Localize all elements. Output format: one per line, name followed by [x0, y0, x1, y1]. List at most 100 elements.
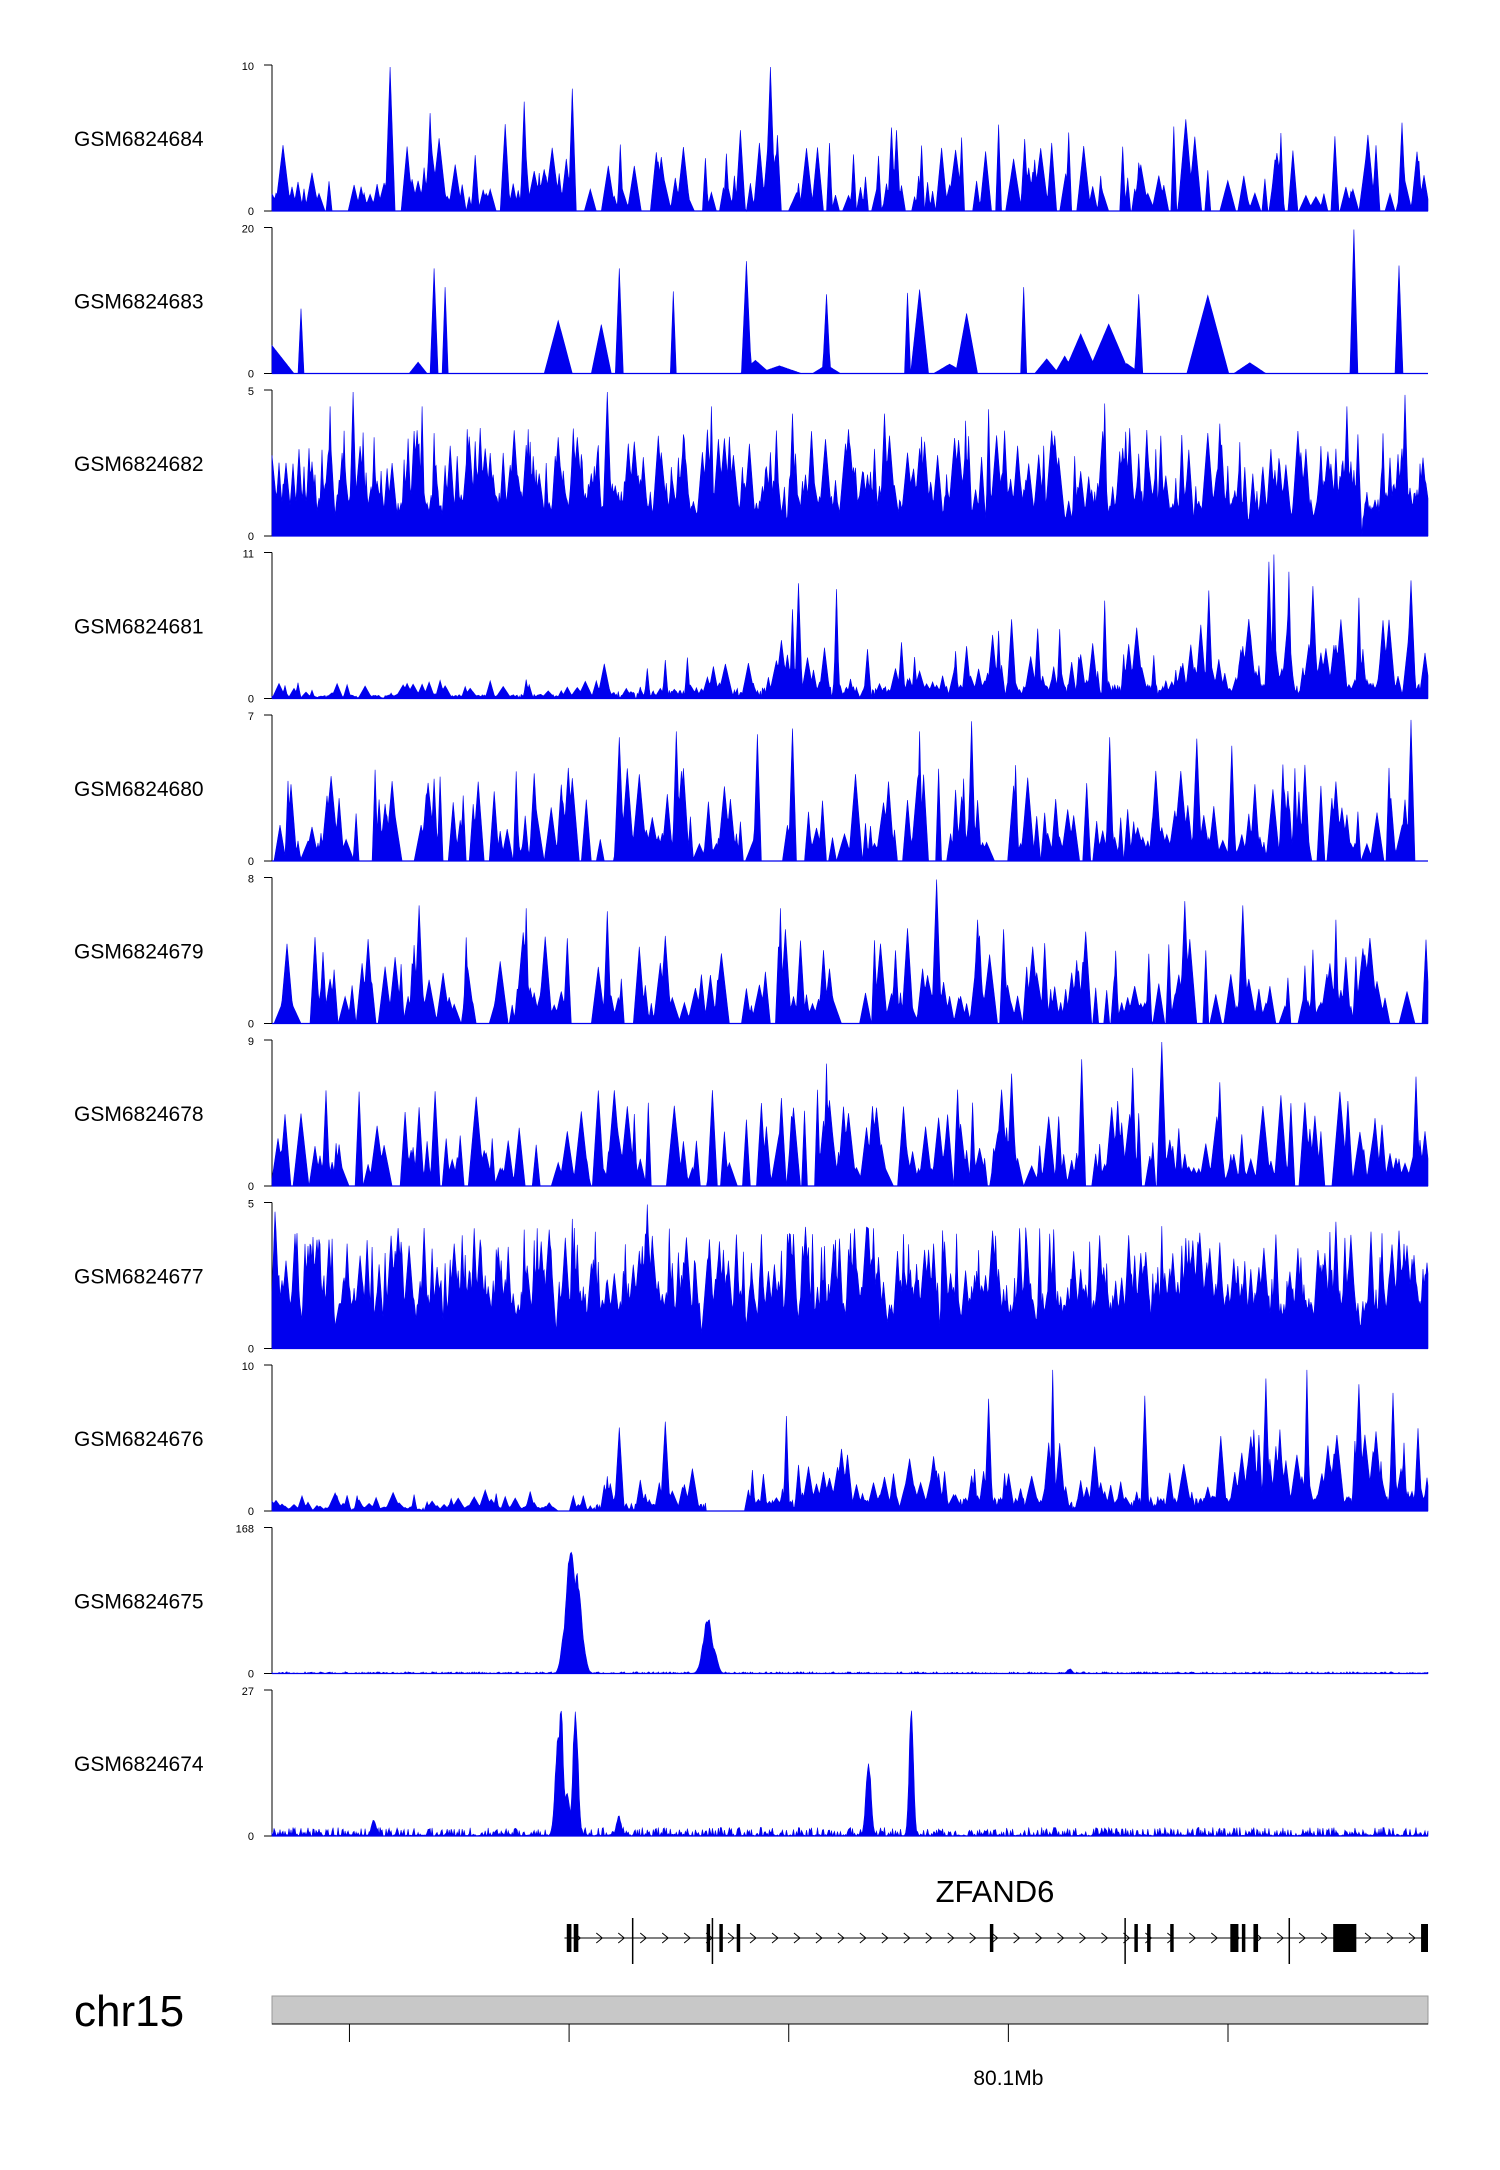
y-axis-zero-label: 0: [248, 694, 254, 706]
genome-axis: chr15 80.1Mb: [74, 1987, 1429, 2090]
y-axis-zero-label: 0: [248, 206, 254, 218]
signal-area: [272, 719, 1428, 862]
signal-area: [271, 391, 1429, 537]
y-axis-max-label: 9: [248, 1036, 254, 1048]
track-GSM6824676: GSM6824676 10 0: [74, 1361, 1429, 1518]
strand-arrow: [815, 1932, 823, 1944]
strand-arrow: [1013, 1932, 1021, 1944]
gene-exon: [1230, 1924, 1239, 1952]
gene-exon: [1333, 1924, 1357, 1952]
chromosome-ideogram-bar: [271, 1995, 1429, 2025]
track-label: GSM6824684: [74, 128, 204, 151]
strand-arrow: [991, 1932, 999, 1944]
strand-arrow: [661, 1932, 669, 1944]
y-axis-zero-label: 0: [248, 531, 254, 543]
y-axis-max-label: 8: [248, 874, 254, 886]
genome-axis-tick-label: 80.1Mb: [973, 2067, 1043, 2090]
signal-area: [271, 229, 1428, 374]
track-label: GSM6824676: [74, 1428, 204, 1451]
signal-area: [271, 554, 1429, 700]
strand-arrow: [639, 1932, 648, 1944]
track-GSM6824683: GSM6824683 20 0: [74, 224, 1428, 381]
gene-exon: [1134, 1924, 1138, 1952]
signal-area: [271, 1710, 1429, 1838]
gene-exon: [736, 1924, 741, 1952]
y-axis-zero-label: 0: [248, 1831, 254, 1843]
signal-area: [271, 1041, 1429, 1187]
y-axis-zero-label: 0: [248, 369, 254, 381]
gene-exon: [1421, 1924, 1428, 1952]
signal-area: [271, 66, 1429, 213]
strand-arrow: [1210, 1932, 1219, 1944]
track-label: GSM6824680: [74, 778, 204, 801]
track-label: GSM6824682: [74, 453, 204, 476]
track-GSM6824682: GSM6824682 5 0: [74, 386, 1429, 543]
gene-exon: [1147, 1924, 1151, 1952]
strand-arrow: [683, 1932, 691, 1944]
track-label: GSM6824678: [74, 1103, 204, 1126]
y-axis-zero-label: 0: [248, 1181, 254, 1193]
track-GSM6824679: GSM6824679 8 0: [74, 874, 1429, 1031]
track-label: GSM6824677: [74, 1266, 204, 1289]
strand-arrow: [1364, 1932, 1372, 1944]
gene-exon: [719, 1924, 723, 1952]
track-GSM6824674: GSM6824674 27 0: [74, 1686, 1429, 1843]
track-GSM6824684: GSM6824684 10 0: [74, 61, 1429, 218]
y-axis-max-label: 10: [242, 1361, 254, 1373]
y-axis-zero-label: 0: [248, 1669, 254, 1681]
strand-arrow: [925, 1932, 933, 1944]
strand-arrow: [1408, 1932, 1416, 1944]
gene-model-ZFAND6: ZFAND6: [564, 1874, 1428, 1964]
strand-arrow: [595, 1932, 604, 1944]
signal-area: [271, 1369, 1429, 1512]
gene-exon: [706, 1924, 711, 1952]
strand-arrow: [1101, 1932, 1109, 1944]
strand-arrow: [1298, 1932, 1306, 1944]
track-GSM6824677: GSM6824677 5 0: [74, 1199, 1429, 1356]
strand-arrow: [969, 1932, 977, 1944]
y-axis-zero-label: 0: [248, 1506, 254, 1518]
gene-exon: [1241, 1924, 1246, 1952]
y-axis-max-label: 10: [242, 61, 254, 73]
strand-arrow: [1079, 1932, 1087, 1944]
y-axis-max-label: 20: [242, 224, 254, 236]
gene-exon: [989, 1924, 994, 1952]
gene-exon: [1170, 1924, 1174, 1952]
track-GSM6824681: GSM6824681 11 0: [74, 549, 1429, 706]
strand-arrow: [1035, 1932, 1043, 1944]
gene-label: ZFAND6: [936, 1874, 1055, 1909]
chromosome-label: chr15: [74, 1987, 184, 2036]
track-label: GSM6824674: [74, 1753, 204, 1776]
signal-area: [271, 1551, 1429, 1675]
strand-arrow: [947, 1932, 955, 1944]
track-GSM6824680: GSM6824680 7 0: [74, 711, 1428, 868]
track-label: GSM6824683: [74, 291, 204, 314]
y-axis-zero-label: 0: [248, 856, 254, 868]
strand-arrow: [859, 1932, 867, 1944]
strand-arrow: [1057, 1932, 1065, 1944]
gene-exon: [573, 1924, 579, 1952]
track-GSM6824675: GSM6824675 168 0: [74, 1524, 1429, 1681]
strand-arrow: [881, 1932, 889, 1944]
gene-exon: [1253, 1924, 1259, 1952]
strand-arrow: [903, 1932, 911, 1944]
strand-arrow: [1386, 1932, 1394, 1944]
signal-area: [271, 1204, 1429, 1349]
y-axis-max-label: 7: [248, 711, 254, 723]
y-axis-max-label: 5: [248, 1199, 254, 1211]
track-GSM6824678: GSM6824678 9 0: [74, 1036, 1429, 1193]
strand-arrow: [749, 1932, 757, 1944]
track-label: GSM6824681: [74, 616, 204, 639]
strand-arrow: [1189, 1932, 1197, 1944]
track-label: GSM6824675: [74, 1591, 204, 1614]
y-axis-zero-label: 0: [248, 1019, 254, 1031]
y-axis-zero-label: 0: [248, 1344, 254, 1356]
strand-arrow: [1320, 1932, 1328, 1944]
y-axis-max-label: 168: [236, 1524, 254, 1536]
y-axis-max-label: 11: [243, 549, 254, 561]
strand-arrow: [793, 1932, 801, 1944]
strand-arrow: [837, 1932, 845, 1944]
y-axis-max-label: 27: [242, 1686, 254, 1698]
y-axis-max-label: 5: [248, 386, 254, 398]
